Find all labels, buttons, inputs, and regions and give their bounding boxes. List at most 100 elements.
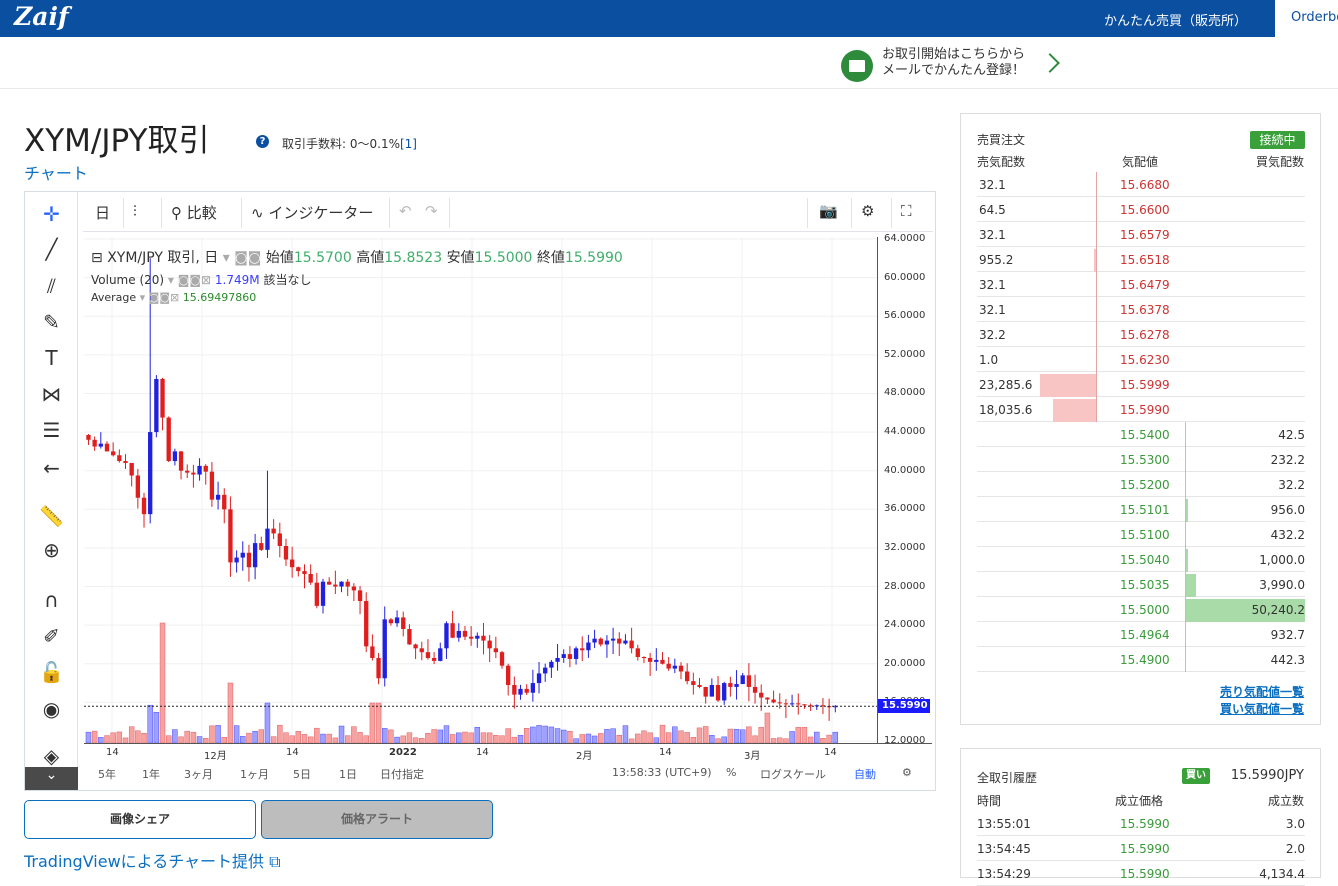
layers-icon[interactable]: ◈ <box>43 744 60 768</box>
orderbook-tab[interactable]: Orderbook <box>1275 0 1338 37</box>
bid-row[interactable]: 15.5035 3,990.0 <box>977 572 1305 597</box>
bid-qty: 232.2 <box>1270 453 1305 467</box>
share-image-button[interactable]: 画像シェア <box>24 800 256 839</box>
ask-row[interactable]: 18,035.6 15.5990 <box>977 397 1305 422</box>
price-chart-plot[interactable] <box>84 237 877 743</box>
promo-text[interactable]: お取引開始はこちらから メールでかんたん登録！ <box>882 47 1025 79</box>
price-axis[interactable]: 64.0000 60.0000 56.0000 52.0000 48.0000 44.00… <box>877 233 932 746</box>
bid-row[interactable]: 15.5040 1,000.0 <box>977 547 1305 572</box>
zaif-logo[interactable]: Zaif <box>14 2 69 31</box>
ask-row[interactable]: 32.1 15.6479 <box>977 272 1305 297</box>
bid-row[interactable]: 15.4964 932.7 <box>977 622 1305 647</box>
magnet-icon[interactable]: ∩ <box>44 588 59 612</box>
ask-qty: 32.1 <box>979 278 1006 292</box>
undo-icon[interactable]: ↶ <box>399 202 412 220</box>
redo-icon[interactable]: ↷ <box>425 202 438 220</box>
x-tick-label: 14 <box>286 747 299 758</box>
average-value: 15.69497860 <box>182 291 257 304</box>
bid-row[interactable]: 15.5100 432.2 <box>977 522 1305 547</box>
divider <box>449 198 450 228</box>
range-1m[interactable]: 1ヶ月 <box>240 768 269 781</box>
auto-scale-toggle[interactable]: 自動 <box>854 768 876 781</box>
range-3m[interactable]: 3ヶ月 <box>184 768 213 781</box>
zoom-in-icon[interactable]: ⊕ <box>43 538 60 562</box>
ask-row[interactable]: 32.2 15.6278 <box>977 322 1305 347</box>
indicators-button[interactable]: ∿ インジケーター <box>251 202 373 223</box>
collapse-toolbar-button[interactable]: ⌄ <box>25 767 78 790</box>
bid-qty: 42.5 <box>1278 428 1305 442</box>
candle-body <box>678 665 684 672</box>
ask-row[interactable]: 955.2 15.6518 <box>977 247 1305 272</box>
bid-depth-bar <box>1186 599 1305 622</box>
external-link-icon: ⧉ <box>269 852 281 871</box>
back-arrow-icon[interactable]: ← <box>43 456 60 480</box>
eye-icon[interactable]: ◉ <box>42 697 61 721</box>
chart-link[interactable]: チャート <box>24 164 88 183</box>
easy-trade-link[interactable]: かんたん売買（販売所） <box>1104 14 1248 29</box>
unlock-icon[interactable]: 🔓 <box>39 660 64 684</box>
percent-toggle[interactable]: % <box>726 766 737 779</box>
settings-gear-icon[interactable]: ⚙ <box>861 202 875 220</box>
candle-body <box>314 582 319 606</box>
candle-body <box>117 455 122 462</box>
range-5y[interactable]: 5年 <box>98 768 116 781</box>
interval-button[interactable]: 日 <box>95 204 111 222</box>
bid-row[interactable]: 15.4900 442.3 <box>977 647 1305 672</box>
price-alert-button[interactable]: 価格アラート <box>261 800 493 839</box>
bid-row[interactable]: 15.5000 50,240.2 <box>977 597 1305 622</box>
chevron-right-icon[interactable] <box>1040 53 1060 73</box>
ask-row[interactable]: 32.1 15.6378 <box>977 297 1305 322</box>
ohlc-legend: ⊟ XYM/JPY 取引, 日 ▾ ◙◙ 始値15.5700 高値15.8523… <box>91 250 623 266</box>
log-scale-toggle[interactable]: ログスケール <box>760 768 826 781</box>
candle-body <box>641 657 647 659</box>
crosshair-icon[interactable]: ✛ <box>43 202 60 226</box>
question-icon[interactable]: ? <box>256 135 269 148</box>
promo-banner[interactable]: お取引開始はこちらから メールでかんたん登録！ <box>0 37 1338 89</box>
bid-row[interactable]: 15.5300 232.2 <box>977 447 1305 472</box>
pitchfork-icon[interactable]: ⫽ <box>47 274 56 298</box>
bid-list-link[interactable]: 買い気配値一覧 <box>1219 702 1304 716</box>
candle-body <box>734 684 739 687</box>
tradingview-credit-link[interactable]: TradingViewによるチャート提供 ⧉ <box>24 848 281 872</box>
measure-tool-icon[interactable]: ☰ <box>42 418 61 442</box>
ask-row[interactable]: 32.1 15.6579 <box>977 222 1305 247</box>
trendline-icon[interactable]: ╱ <box>45 237 58 261</box>
ask-list-link[interactable]: 売り気配値一覧 <box>1219 685 1304 699</box>
divider <box>123 198 124 228</box>
text-tool-icon[interactable]: T <box>45 346 58 370</box>
bid-row[interactable]: 15.5400 42.5 <box>977 422 1305 447</box>
candle-style-icon[interactable]: ⫶ <box>133 202 137 220</box>
range-1y[interactable]: 1年 <box>142 768 160 781</box>
ask-row[interactable]: 23,285.6 15.5999 <box>977 372 1305 397</box>
bid-row[interactable]: 15.5101 956.0 <box>977 497 1305 522</box>
ask-qty: 64.5 <box>979 203 1006 217</box>
volume-bar <box>604 729 610 743</box>
volume-bar <box>622 725 629 743</box>
date-picker-button[interactable]: 日付指定 <box>380 768 424 781</box>
fullscreen-icon[interactable]: ⛶ <box>901 202 912 220</box>
ask-row[interactable]: 32.1 15.6680 <box>977 172 1305 197</box>
chart-settings-gear-icon[interactable]: ⚙ <box>902 766 912 779</box>
clock-timezone[interactable]: 13:58:33 (UTC+9) <box>612 766 712 779</box>
brush-icon[interactable]: ✎ <box>43 310 60 334</box>
ask-row[interactable]: 64.5 15.6600 <box>977 197 1305 222</box>
bid-row[interactable]: 15.5200 32.2 <box>977 472 1305 497</box>
candle-body <box>222 494 227 510</box>
time-axis[interactable]: 14 12月 14 2022 14 2月 14 3月 14 <box>84 743 932 763</box>
camera-icon[interactable]: 📷 <box>819 202 838 220</box>
range-1d[interactable]: 1日 <box>339 768 357 781</box>
ask-row[interactable]: 1.0 15.6230 <box>977 347 1305 372</box>
volume-bar <box>153 711 160 743</box>
compare-button[interactable]: ⚲ 比較 <box>171 202 217 223</box>
price-header: 成立価格 <box>1115 794 1164 808</box>
candle-body <box>110 451 116 456</box>
fee-link[interactable]: [1] <box>399 137 417 151</box>
range-5d[interactable]: 5日 <box>293 768 311 781</box>
pattern-icon[interactable]: ⋈ <box>41 382 62 406</box>
divider <box>161 198 162 228</box>
open-value: 15.5700 <box>293 250 352 266</box>
collapse-legend-icon[interactable]: ⊟ <box>91 250 108 266</box>
lock-drawing-icon[interactable]: ✐ <box>43 624 60 648</box>
candle-body <box>752 686 758 693</box>
ruler-icon[interactable]: 📏 <box>39 504 64 528</box>
